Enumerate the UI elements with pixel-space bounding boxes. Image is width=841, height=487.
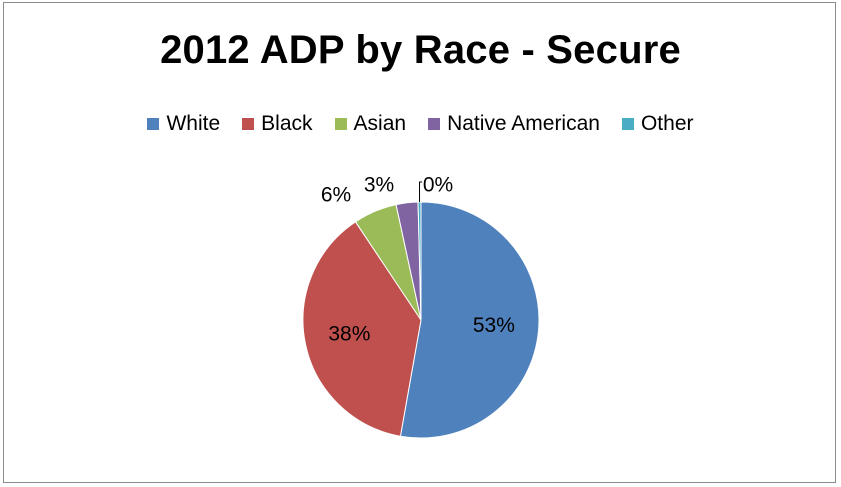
legend-label-other: Other bbox=[640, 112, 694, 135]
leader-line-other bbox=[419, 181, 422, 203]
legend-swatch-black bbox=[242, 118, 255, 130]
legend-swatch-asian bbox=[334, 118, 347, 130]
legend-item-other: Other bbox=[621, 112, 694, 136]
legend-swatch-other bbox=[621, 118, 634, 130]
pie-slice-black bbox=[302, 221, 422, 437]
pie-slice-other bbox=[417, 201, 422, 321]
slice-label-native-american: 3% bbox=[364, 174, 394, 197]
legend-swatch-native-american bbox=[428, 118, 441, 130]
slice-label-black: 38% bbox=[328, 323, 370, 346]
legend-item-native-american: Native American bbox=[428, 112, 600, 136]
slice-label-other: 0% bbox=[423, 174, 453, 197]
pie-slice-white bbox=[399, 201, 540, 439]
legend-label-black: Black bbox=[261, 112, 313, 135]
legend-item-asian: Asian bbox=[334, 112, 407, 136]
legend-label-native-american: Native American bbox=[447, 112, 600, 135]
chart-title: 2012 ADP by Race - Secure bbox=[160, 28, 681, 72]
legend-item-white: White bbox=[147, 112, 220, 136]
legend-label-asian: Asian bbox=[353, 112, 407, 135]
legend-item-black: Black bbox=[242, 112, 313, 136]
slice-label-white: 53% bbox=[473, 314, 515, 337]
slice-label-asian: 6% bbox=[321, 184, 351, 207]
legend-swatch-white bbox=[147, 118, 160, 130]
chart-legend: White Black Asian Native American Other bbox=[0, 112, 841, 136]
legend-label-white: White bbox=[166, 112, 221, 135]
